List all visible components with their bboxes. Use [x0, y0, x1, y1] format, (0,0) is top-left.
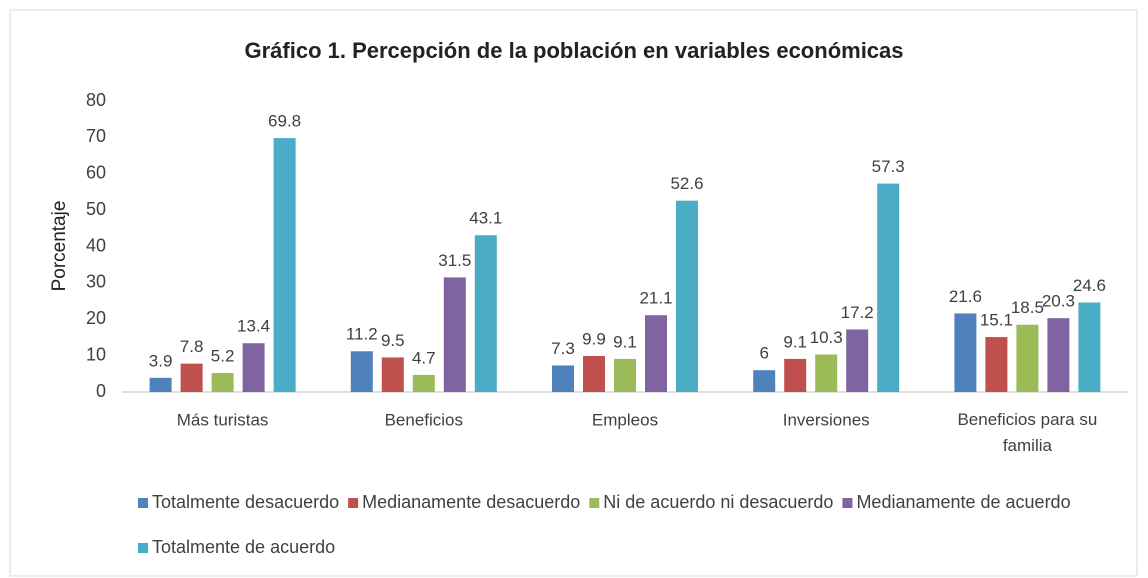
legend-label: Ni de acuerdo ni desacuerdo — [603, 492, 833, 512]
legend-label: Medianamente de acuerdo — [856, 492, 1070, 512]
chart-frame — [9, 9, 1138, 577]
bar — [242, 343, 265, 392]
data-label: 9.1 — [783, 332, 807, 351]
bar — [583, 355, 605, 392]
y-tick-label: 70 — [86, 126, 106, 146]
data-label: 9.5 — [381, 331, 405, 350]
y-tick-label: 10 — [86, 344, 106, 364]
x-tick-label-line: Beneficios para su — [957, 410, 1097, 429]
legend-item: Medianamente de acuerdo — [842, 492, 1071, 512]
y-tick-label: 20 — [86, 308, 106, 328]
x-tick-label: Beneficios para su familia — [957, 410, 1097, 455]
bar — [954, 313, 977, 392]
x-tick-label: Más turistas — [177, 410, 269, 429]
bar — [1016, 324, 1039, 392]
bar — [149, 377, 172, 392]
data-label: 15.1 — [980, 311, 1013, 330]
bar — [784, 358, 807, 392]
chart-title: Gráfico 1. Percepción de la población en… — [244, 38, 903, 63]
bar — [474, 235, 497, 392]
data-label: 9.9 — [582, 329, 606, 348]
legend-item: Totalmente de acuerdo — [138, 537, 335, 557]
data-label: 7.8 — [180, 337, 204, 356]
x-tick-label: Inversiones — [783, 410, 870, 429]
data-label: 3.9 — [149, 351, 173, 370]
legend-swatch — [842, 498, 853, 508]
legend-label: Totalmente desacuerdo — [152, 492, 339, 512]
data-label: 31.5 — [438, 251, 471, 270]
legend-item: Medianamente desacuerdo — [348, 492, 580, 512]
bar — [273, 138, 296, 392]
bar — [877, 183, 900, 392]
y-tick-label: 80 — [86, 90, 106, 110]
y-tick-label: 30 — [86, 272, 106, 292]
y-axis-label: Porcentaje — [49, 201, 70, 292]
data-label: 52.6 — [670, 174, 703, 193]
legend-swatch — [348, 498, 359, 508]
legend-item: Totalmente desacuerdo — [138, 492, 339, 512]
bar — [381, 357, 404, 392]
data-label: 24.6 — [1073, 276, 1106, 295]
legend-swatch — [138, 543, 148, 553]
data-label: 57.3 — [872, 157, 905, 176]
bar — [846, 329, 869, 392]
data-label: 17.2 — [841, 303, 874, 322]
bar — [985, 337, 1008, 392]
legend-label: Medianamente desacuerdo — [362, 492, 580, 512]
y-tick-label: 50 — [86, 199, 106, 219]
bar — [614, 358, 636, 392]
data-label: 43.1 — [469, 209, 502, 228]
data-label: 21.1 — [639, 289, 672, 308]
data-label: 69.8 — [268, 112, 301, 131]
bar — [676, 200, 698, 392]
x-tick-label-line: familia — [1003, 436, 1053, 455]
y-tick-label: 60 — [86, 163, 106, 183]
data-label: 5.2 — [211, 347, 235, 366]
bar — [815, 354, 838, 392]
bar — [443, 277, 466, 392]
legend-swatch — [589, 498, 600, 508]
data-label: 13.4 — [237, 317, 270, 336]
x-tick-label: Beneficios — [385, 410, 463, 429]
bar — [552, 365, 574, 392]
legend-label: Totalmente de acuerdo — [152, 537, 335, 557]
data-label: 7.3 — [551, 339, 575, 358]
x-tick-label: Empleos — [592, 410, 658, 429]
bar — [1047, 318, 1070, 392]
data-label: 18.5 — [1011, 298, 1044, 317]
bar — [412, 374, 435, 392]
bar — [1078, 302, 1101, 392]
data-label: 11.2 — [346, 325, 378, 344]
data-label: 10.3 — [810, 328, 843, 347]
data-label: 6 — [759, 344, 768, 363]
data-label: 9.1 — [613, 332, 637, 351]
data-label: 20.3 — [1042, 292, 1075, 311]
y-tick-label: 40 — [86, 235, 106, 255]
bar — [180, 363, 203, 392]
legend-swatch — [138, 498, 148, 508]
y-tick-label: 0 — [96, 381, 106, 401]
bar — [645, 315, 667, 392]
data-label: 21.6 — [949, 287, 982, 306]
data-label: 4.7 — [412, 348, 436, 367]
bar — [211, 373, 234, 392]
bar — [753, 370, 776, 392]
legend-item: Ni de acuerdo ni desacuerdo — [589, 492, 833, 512]
bar — [350, 351, 373, 392]
